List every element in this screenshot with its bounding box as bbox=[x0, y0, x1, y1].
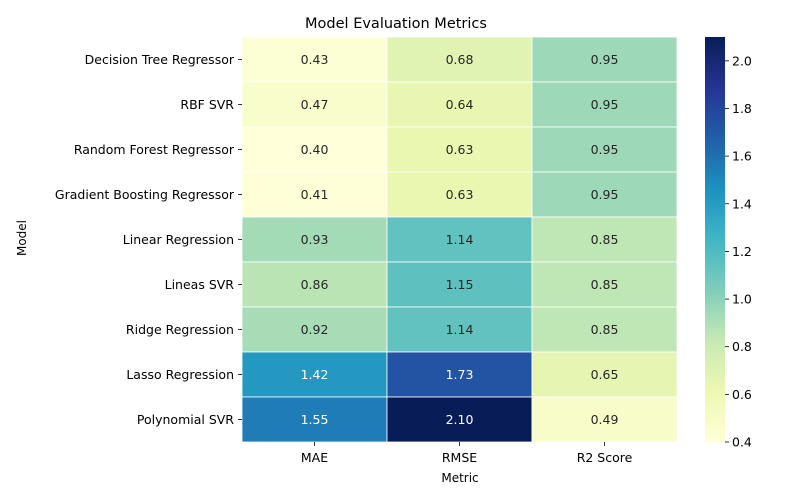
heatmap-cell bbox=[241, 396, 388, 443]
column-label: RMSE bbox=[442, 450, 477, 465]
heatmap-cell bbox=[386, 261, 533, 308]
heatmap-cell bbox=[531, 396, 678, 443]
colorbar-tick-label: 1.4 bbox=[732, 196, 752, 211]
colorbar-ticks: 0.4 0.6 0.8 1.0 1.2 1.4 1.6 1.8 2.0 bbox=[725, 53, 752, 450]
cell-value-label: 0.47 bbox=[301, 97, 329, 112]
heatmap-cell bbox=[386, 306, 533, 353]
cell-value-label: 1.15 bbox=[446, 277, 474, 292]
cell-value-label: 0.63 bbox=[446, 187, 474, 202]
cell-value-label: 1.42 bbox=[301, 367, 329, 382]
x-axis-label: Metric bbox=[441, 471, 478, 485]
chart-title: Model Evaluation Metrics bbox=[305, 16, 487, 32]
cell-value-label: 0.64 bbox=[446, 97, 474, 112]
heatmap-cell bbox=[531, 171, 678, 218]
cell-value-label: 0.95 bbox=[591, 97, 619, 112]
cell-value-label: 0.95 bbox=[591, 187, 619, 202]
row-label: RBF SVR bbox=[180, 97, 234, 112]
row-label: Gradient Boosting Regressor bbox=[55, 187, 235, 202]
y-axis-label: Model bbox=[15, 220, 29, 256]
cell-value-label: 0.63 bbox=[446, 142, 474, 157]
row-label: Lineas SVR bbox=[165, 277, 235, 292]
heatmap-cell bbox=[531, 306, 678, 353]
cell-value-label: 0.92 bbox=[301, 322, 329, 337]
cell-value-label: 0.95 bbox=[591, 142, 619, 157]
heatmap-cell bbox=[241, 351, 388, 398]
column-labels: MAE RMSE R2 Score bbox=[301, 442, 633, 465]
cell-value-label: 2.10 bbox=[446, 412, 474, 427]
cell-value-label: 0.49 bbox=[591, 412, 619, 427]
colorbar-tick-label: 1.2 bbox=[732, 244, 752, 259]
heatmap-cell bbox=[241, 81, 388, 128]
row-labels: Decision Tree Regressor RBF SVR Random For… bbox=[55, 52, 242, 427]
colorbar-tick-label: 0.4 bbox=[732, 435, 752, 450]
cell-value-label: 0.43 bbox=[301, 52, 329, 67]
row-label: Lasso Regression bbox=[126, 367, 234, 382]
colorbar-tick-label: 2.0 bbox=[732, 53, 752, 68]
cell-value-label: 0.85 bbox=[591, 232, 619, 247]
row-label: Linear Regression bbox=[123, 232, 234, 247]
cell-value-label: 0.93 bbox=[301, 232, 329, 247]
heatmap-cells: 0.43 0.68 0.95 0.47 0.64 0.95 0.40 0.63 0.95 0.41… bbox=[241, 36, 678, 443]
row-label: Ridge Regression bbox=[126, 322, 234, 337]
heatmap-cell bbox=[386, 216, 533, 263]
heatmap-cell bbox=[241, 306, 388, 353]
cell-value-label: 0.86 bbox=[301, 277, 329, 292]
row-label: Random Forest Regressor bbox=[74, 142, 235, 157]
cell-value-label: 0.41 bbox=[301, 187, 329, 202]
colorbar-tick-label: 0.6 bbox=[732, 387, 752, 402]
cell-value-label: 0.65 bbox=[591, 367, 619, 382]
heatmap-cell bbox=[531, 36, 678, 83]
heatmap-cell bbox=[531, 261, 678, 308]
column-label: MAE bbox=[301, 450, 328, 465]
heatmap-cell bbox=[386, 36, 533, 83]
cell-value-label: 0.85 bbox=[591, 277, 619, 292]
cell-value-label: 0.85 bbox=[591, 322, 619, 337]
cell-value-label: 0.68 bbox=[446, 52, 474, 67]
colorbar-tick-label: 1.0 bbox=[732, 292, 752, 307]
heatmap-cell bbox=[386, 351, 533, 398]
cell-value-label: 0.40 bbox=[301, 142, 329, 157]
cell-value-label: 1.14 bbox=[446, 322, 474, 337]
cell-value-label: 1.14 bbox=[446, 232, 474, 247]
colorbar-tick-label: 1.6 bbox=[732, 149, 752, 164]
heatmap-cell bbox=[386, 126, 533, 173]
colorbar-tick-label: 0.8 bbox=[732, 339, 752, 354]
row-label: Polynomial SVR bbox=[137, 412, 234, 427]
heatmap-cell bbox=[241, 216, 388, 263]
row-label: Decision Tree Regressor bbox=[85, 52, 235, 67]
colorbar-tick-label: 1.8 bbox=[732, 101, 752, 116]
heatmap-cell bbox=[531, 81, 678, 128]
heatmap-cell bbox=[241, 171, 388, 218]
column-label: R2 Score bbox=[577, 450, 633, 465]
heatmap-cell bbox=[531, 216, 678, 263]
colorbar bbox=[705, 37, 725, 442]
cell-value-label: 1.55 bbox=[301, 412, 329, 427]
cell-value-label: 0.95 bbox=[591, 52, 619, 67]
cell-value-label: 1.73 bbox=[446, 367, 474, 382]
heatmap-cell bbox=[531, 351, 678, 398]
heatmap-cell bbox=[386, 81, 533, 128]
heatmap-cell bbox=[241, 36, 388, 83]
